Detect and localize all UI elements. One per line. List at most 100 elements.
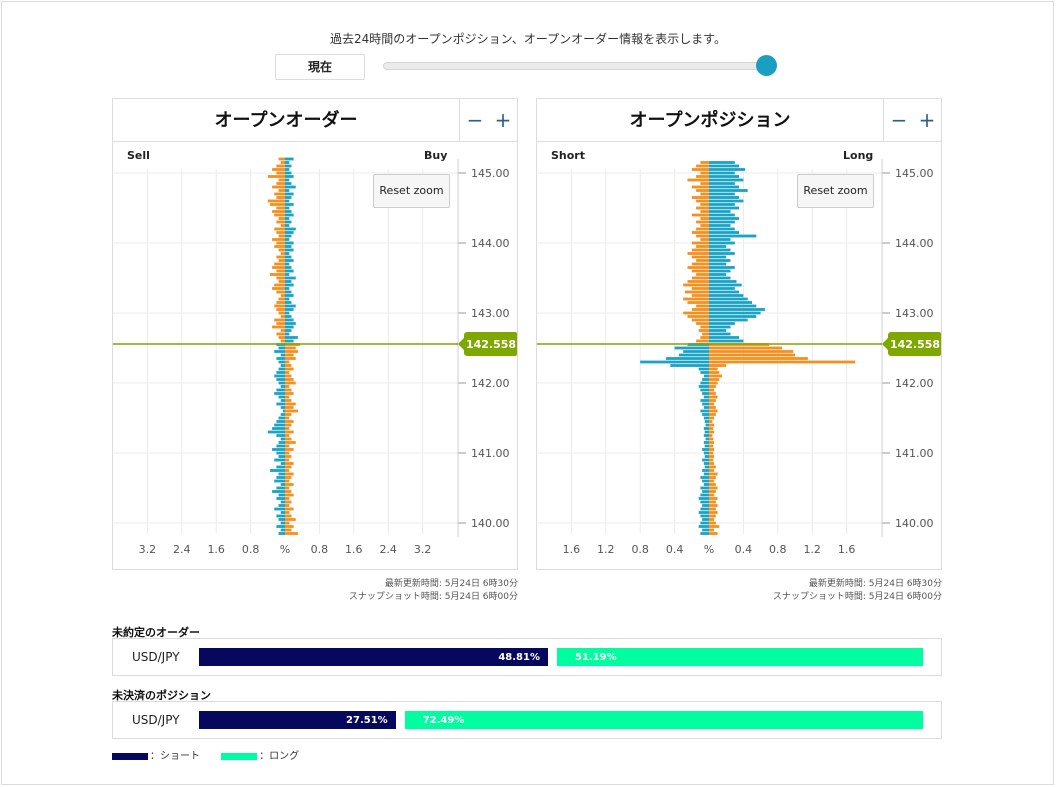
right-bar bbox=[709, 469, 715, 472]
right-bar bbox=[285, 199, 290, 203]
left-bar bbox=[702, 392, 709, 395]
right-bar bbox=[709, 290, 740, 294]
left-bar bbox=[698, 497, 709, 500]
left-bar bbox=[274, 392, 285, 395]
right-bar bbox=[285, 350, 298, 353]
left-bar bbox=[700, 409, 709, 413]
right-bar bbox=[285, 357, 296, 360]
right-bar bbox=[709, 416, 715, 420]
right-bar bbox=[285, 231, 294, 234]
left-bar bbox=[278, 297, 285, 301]
open-positions-ratio: USD/JPY 27.51% 72.49% bbox=[112, 701, 942, 739]
right-bar bbox=[709, 259, 731, 262]
right-bar bbox=[285, 458, 290, 462]
positions-snapshot-time: スナップショット時間: 5月24日 6時00分 bbox=[772, 592, 942, 602]
right-bar bbox=[709, 175, 740, 178]
time-slider-thumb[interactable] bbox=[756, 55, 777, 76]
right-bar bbox=[709, 504, 718, 507]
left-bar bbox=[702, 402, 709, 406]
right-bar bbox=[285, 451, 290, 455]
left-bar bbox=[700, 325, 709, 329]
right-bar bbox=[709, 511, 718, 514]
right-bar bbox=[709, 315, 757, 318]
x-tick-label: 0.8 bbox=[242, 543, 260, 556]
left-bar bbox=[703, 406, 709, 409]
legend-long-swatch bbox=[221, 752, 258, 760]
right-bar bbox=[709, 420, 713, 423]
left-bar bbox=[703, 427, 709, 430]
left-bar bbox=[280, 252, 285, 255]
x-tick-label: 2.4 bbox=[379, 543, 397, 556]
open-positions-panel: 145.00 144.00 143.00 142.00 141.00 140.00 142.… bbox=[536, 98, 942, 570]
zoom-out-button[interactable]: − bbox=[466, 108, 484, 132]
left-bar bbox=[698, 525, 709, 528]
left-bar bbox=[278, 248, 285, 252]
reset-zoom-button[interactable]: Reset zoom bbox=[797, 174, 874, 208]
right-bar bbox=[285, 175, 294, 178]
right-bar bbox=[709, 325, 731, 329]
left-bar bbox=[267, 199, 285, 203]
left-bar bbox=[700, 371, 709, 374]
right-bar bbox=[285, 294, 294, 297]
now-button[interactable]: 現在 bbox=[275, 54, 365, 80]
left-bar bbox=[278, 518, 285, 521]
right-bar bbox=[709, 497, 718, 500]
right-bar bbox=[709, 241, 735, 245]
left-bar bbox=[276, 476, 285, 479]
left-bar bbox=[670, 364, 709, 367]
right-bar bbox=[285, 378, 294, 381]
right-bar bbox=[285, 224, 290, 227]
x-tick-label: 3.2 bbox=[414, 543, 432, 556]
left-bar bbox=[700, 399, 709, 402]
left-bar bbox=[683, 283, 709, 287]
right-bar bbox=[285, 469, 290, 472]
right-bar bbox=[285, 528, 292, 532]
x-tick-label: 0.4 bbox=[735, 543, 753, 556]
left-bar bbox=[276, 276, 285, 280]
currency-pair: USD/JPY bbox=[132, 713, 180, 727]
left-bar bbox=[278, 493, 285, 497]
positions-updated-time: 最新更新時間: 5月24日 6時30分 bbox=[808, 579, 942, 589]
right-bar bbox=[285, 371, 290, 374]
right-bar bbox=[709, 500, 716, 504]
y-tick-label: 143.00 bbox=[895, 307, 934, 320]
left-bar bbox=[691, 248, 709, 252]
right-bar bbox=[709, 472, 718, 476]
right-bar bbox=[285, 283, 294, 287]
left-bar bbox=[703, 395, 709, 399]
left-bar bbox=[280, 437, 285, 441]
right-bar bbox=[709, 350, 794, 353]
zoom-in-button[interactable]: + bbox=[494, 108, 512, 132]
right-bar bbox=[709, 353, 795, 357]
left-bar bbox=[280, 399, 285, 402]
right-bar bbox=[709, 283, 742, 287]
left-bar bbox=[280, 462, 285, 465]
current-price-badge bbox=[464, 331, 517, 356]
left-bar bbox=[278, 532, 285, 535]
left-bar bbox=[691, 287, 709, 290]
x-tick-label: 1.6 bbox=[345, 543, 363, 556]
x-tick-label: % bbox=[280, 543, 290, 556]
zoom-out-button[interactable]: − bbox=[890, 108, 908, 132]
left-bar bbox=[274, 213, 285, 217]
right-bar bbox=[285, 241, 294, 245]
left-bar bbox=[691, 196, 709, 199]
right-bar bbox=[709, 413, 716, 416]
left-bar bbox=[702, 332, 709, 336]
time-slider-track[interactable] bbox=[383, 62, 771, 70]
left-bar bbox=[700, 521, 709, 525]
x-tick-label: 1.6 bbox=[838, 543, 856, 556]
right-bar bbox=[709, 336, 740, 339]
zoom-in-button[interactable]: + bbox=[918, 108, 936, 132]
left-bar bbox=[276, 497, 285, 500]
left-bar bbox=[700, 388, 709, 392]
right-bar bbox=[709, 224, 731, 227]
right-bar bbox=[709, 227, 735, 231]
right-bar bbox=[285, 259, 294, 262]
current-price-label: 142.558 bbox=[466, 338, 516, 351]
right-bar bbox=[285, 423, 292, 427]
open-positions-chart: 145.00 144.00 143.00 142.00 141.00 140.00 142.… bbox=[537, 159, 941, 556]
reset-zoom-button[interactable]: Reset zoom bbox=[373, 174, 450, 208]
left-bar bbox=[703, 441, 709, 444]
left-bar bbox=[703, 483, 709, 486]
